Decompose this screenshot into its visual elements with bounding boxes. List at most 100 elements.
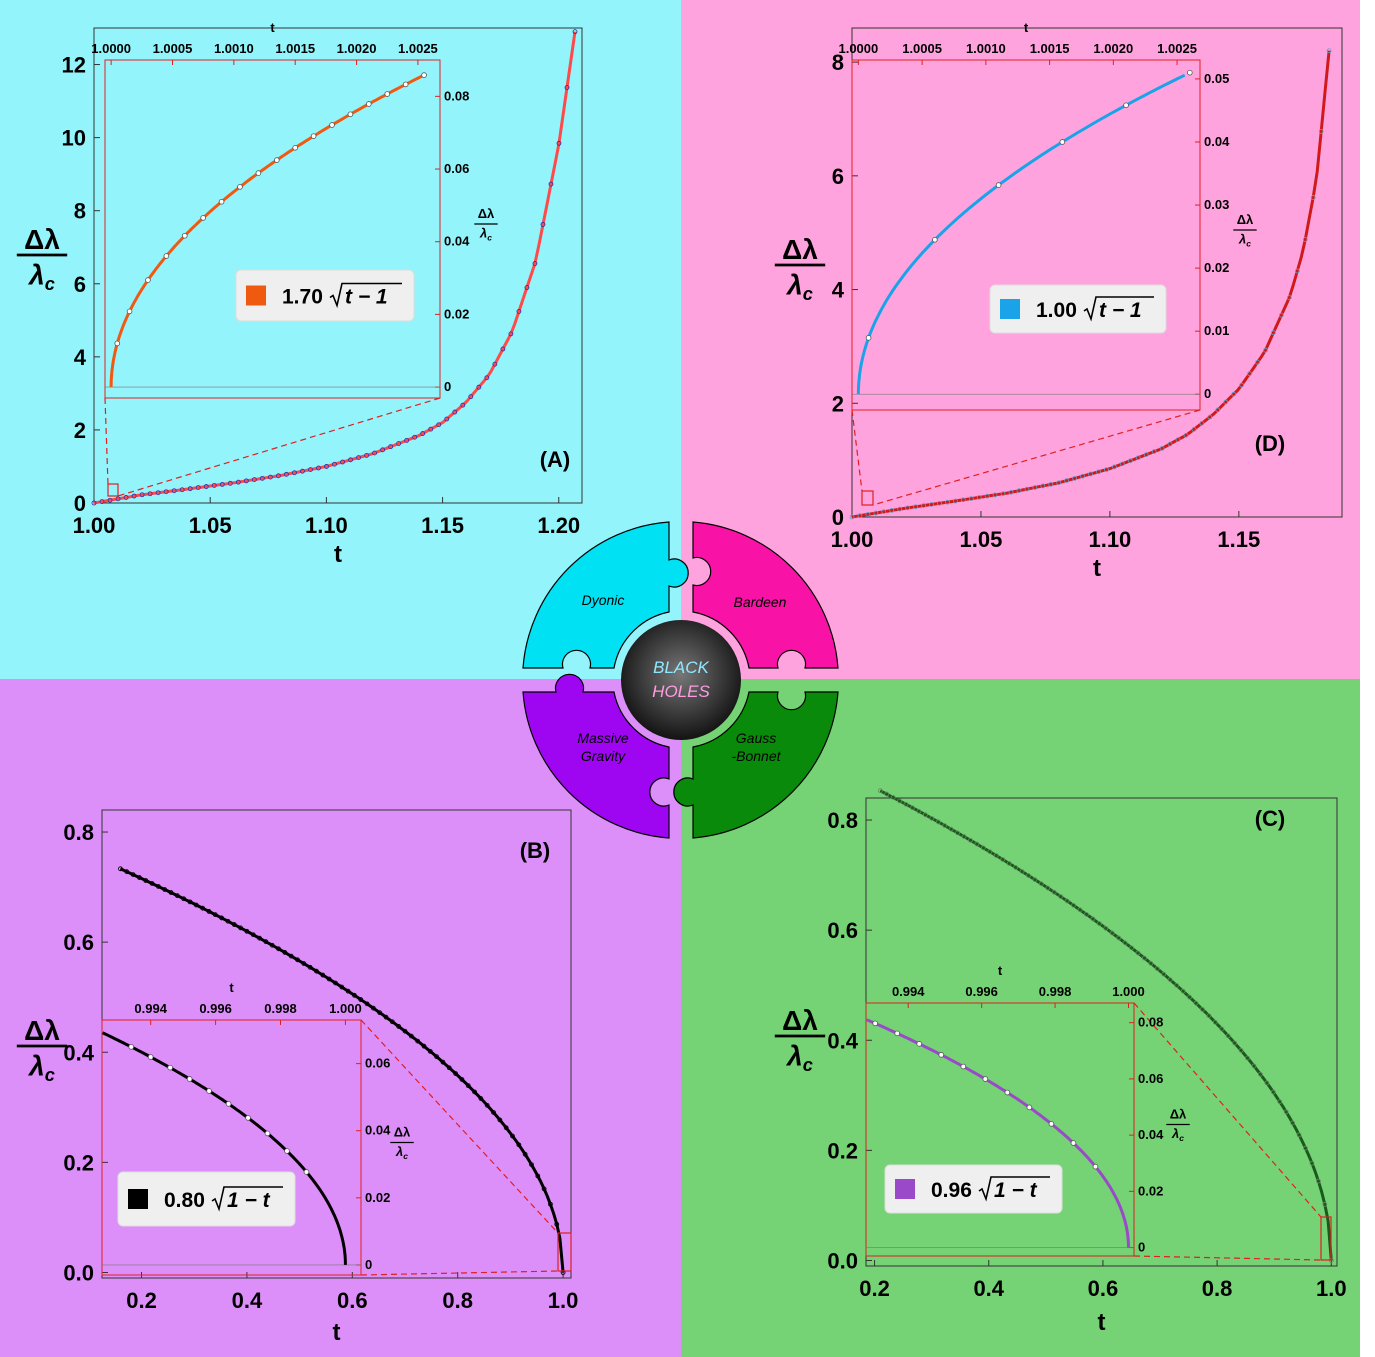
zoom-connector-line <box>1133 1255 1322 1261</box>
inset-data-point <box>1123 102 1129 109</box>
main-data-point <box>257 935 262 941</box>
quadrant-c-background <box>681 679 1360 1357</box>
main-data-curve <box>879 789 1333 1261</box>
main-data-point <box>1129 945 1134 951</box>
main-data-point <box>1154 966 1160 972</box>
main-data-point <box>370 1005 376 1011</box>
zoom-connector-line <box>872 409 1201 506</box>
zoom-connector-line <box>1133 1002 1322 1218</box>
main-axis-xtick-label: 1.15 <box>421 513 464 538</box>
main-axis-ytick-label: 0.0 <box>63 1260 94 1285</box>
main-data-point <box>99 499 105 505</box>
main-data-point <box>987 849 993 855</box>
x-axis-label: t <box>1093 555 1101 582</box>
y-axis-label-denominator-symbol: λ <box>27 1050 45 1081</box>
main-data-point <box>238 925 243 931</box>
main-data-point <box>193 902 199 908</box>
main-data-point <box>1183 432 1189 438</box>
main-data-point <box>174 893 180 899</box>
main-data-point <box>884 791 890 797</box>
inset-y-axis-label-denominator: λc <box>1171 1126 1184 1143</box>
main-data-point <box>314 968 319 974</box>
main-data-point <box>1142 955 1147 961</box>
inset-data-point <box>225 1101 232 1107</box>
main-data-point <box>1232 1040 1238 1046</box>
main-data-point <box>1109 930 1115 936</box>
main-data-point <box>444 416 450 422</box>
main-data-point <box>1270 1089 1276 1095</box>
legend-radicand: 1 − t <box>227 1189 271 1212</box>
main-axis-ytick-label: 0.2 <box>827 1138 858 1163</box>
main-data-point <box>935 819 941 825</box>
inset-plot: 0.994 0.996 0.998 1.000 0 0.02 0.04 0.06 t Δλ λc 0.… <box>101 980 414 1276</box>
main-data-point <box>301 961 307 966</box>
main-data-point <box>1263 347 1268 353</box>
inset-axis-ytick-label: 0.06 <box>444 161 469 176</box>
charts-layer: 1.00 1.05 1.10 1.15 1.20024681012tΔλλc(A)1.0… <box>16 20 1347 1346</box>
inset-axis-xtick-label: 1.000 <box>1112 984 1145 999</box>
main-data-point <box>307 964 313 970</box>
main-data-point <box>211 483 217 488</box>
inset-data-point <box>1026 1104 1033 1111</box>
main-data-point <box>961 834 967 839</box>
main-axis-ytick-label: 12 <box>62 53 86 78</box>
main-axis-xtick-label: 0.8 <box>442 1288 473 1313</box>
inset-axis-xtick-label: 1.0000 <box>91 41 131 56</box>
main-data-point <box>1119 461 1125 467</box>
main-data-point <box>333 980 338 986</box>
y-axis-label-numerator: Δλ <box>782 234 818 265</box>
main-data-point <box>1103 925 1109 931</box>
main-data-point <box>263 939 269 945</box>
inset-y-axis-label-denominator-symbol: λ <box>479 226 487 241</box>
main-data-point <box>446 1065 452 1071</box>
main-data-point <box>181 896 187 902</box>
main-axis-ytick-label: 6 <box>832 164 844 189</box>
inset-data-point <box>329 122 335 128</box>
inset-data-point <box>126 308 133 315</box>
y-axis-label-denominator: λc <box>27 1050 55 1085</box>
main-axis-xtick-label: 0.2 <box>126 1288 157 1313</box>
main-data-point <box>352 992 357 998</box>
main-axis-ytick-label: 0.4 <box>827 1028 858 1053</box>
inset-data-point <box>145 277 151 283</box>
main-data-point <box>984 493 990 499</box>
main-data-point <box>275 473 281 479</box>
inset-data-point <box>916 1041 923 1047</box>
main-data-point <box>219 915 225 921</box>
main-data-point <box>937 500 942 506</box>
inset-fit-curve <box>856 73 1186 395</box>
main-data-point <box>288 953 294 959</box>
inset-axis-frame <box>851 59 1201 411</box>
piece-label-line: Bardeen <box>734 594 787 610</box>
main-data-point <box>1223 399 1229 405</box>
main-data-point <box>139 492 145 498</box>
main-data-point <box>1135 455 1141 461</box>
main-data-point <box>118 866 123 872</box>
chart-panel-a: 1.00 1.05 1.10 1.15 1.20024681012tΔλλc(A)1.0… <box>16 20 583 568</box>
main-axis-ytick-label: 0.2 <box>63 1150 94 1175</box>
main-data-point <box>968 837 973 843</box>
main-data-point <box>484 375 490 381</box>
inset-axis-ytick-label: 0.02 <box>365 1190 390 1205</box>
main-data-point <box>1151 449 1157 454</box>
main-data-point <box>554 1221 560 1227</box>
main-data-point <box>889 508 895 513</box>
main-axis-ytick-label: 0 <box>832 505 844 530</box>
main-data-point <box>1212 1019 1218 1025</box>
inset-x-axis-label: t <box>229 980 234 995</box>
main-data-point <box>849 514 855 520</box>
main-data-point <box>415 1038 421 1044</box>
inset-y-axis-label-denominator: λc <box>479 226 492 243</box>
inset-data-point <box>181 232 188 239</box>
inset-y-axis-label-denominator-subscript: c <box>487 232 492 242</box>
main-data-point <box>358 997 364 1002</box>
main-data-point <box>427 1048 433 1054</box>
piece-label-line: Massive <box>577 730 629 746</box>
chart-panel-b: 0.2 0.4 0.6 0.8 1.00.00.20.40.60.8tΔλλc(B)0.… <box>16 809 578 1346</box>
main-data-curve <box>93 31 577 505</box>
main-data-point <box>945 499 950 505</box>
main-data-point <box>235 479 241 485</box>
main-data-point <box>1084 911 1089 917</box>
inset-data-point <box>1187 69 1193 76</box>
